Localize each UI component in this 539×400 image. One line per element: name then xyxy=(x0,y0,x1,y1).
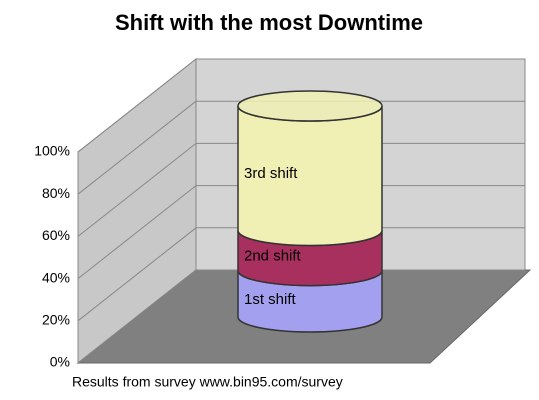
chart-title: Shift with the most Downtime xyxy=(115,10,423,35)
grid-line xyxy=(77,58,197,153)
segment-label: 1st shift xyxy=(244,291,297,308)
grid-line xyxy=(77,185,197,279)
segment-label: 2nd shift xyxy=(244,248,302,265)
y-tick-label: 60% xyxy=(42,227,70,243)
grid-line xyxy=(77,100,197,195)
top-cap xyxy=(237,90,383,122)
grid-line xyxy=(77,143,197,237)
y-tick-label: 20% xyxy=(42,312,70,328)
y-tick-label: 40% xyxy=(42,269,70,285)
grid-line xyxy=(77,227,197,322)
cylinder: 1st shift 2nd shift 3rd shift xyxy=(237,90,383,333)
footnote: Results from survey www.bin95.com/survey xyxy=(72,374,343,390)
grid-line xyxy=(77,269,197,364)
y-tick-label: 100% xyxy=(34,143,70,159)
y-tick-label: 80% xyxy=(42,185,70,201)
y-tick-label: 0% xyxy=(50,354,70,370)
segment-label: 3rd shift xyxy=(244,165,298,182)
